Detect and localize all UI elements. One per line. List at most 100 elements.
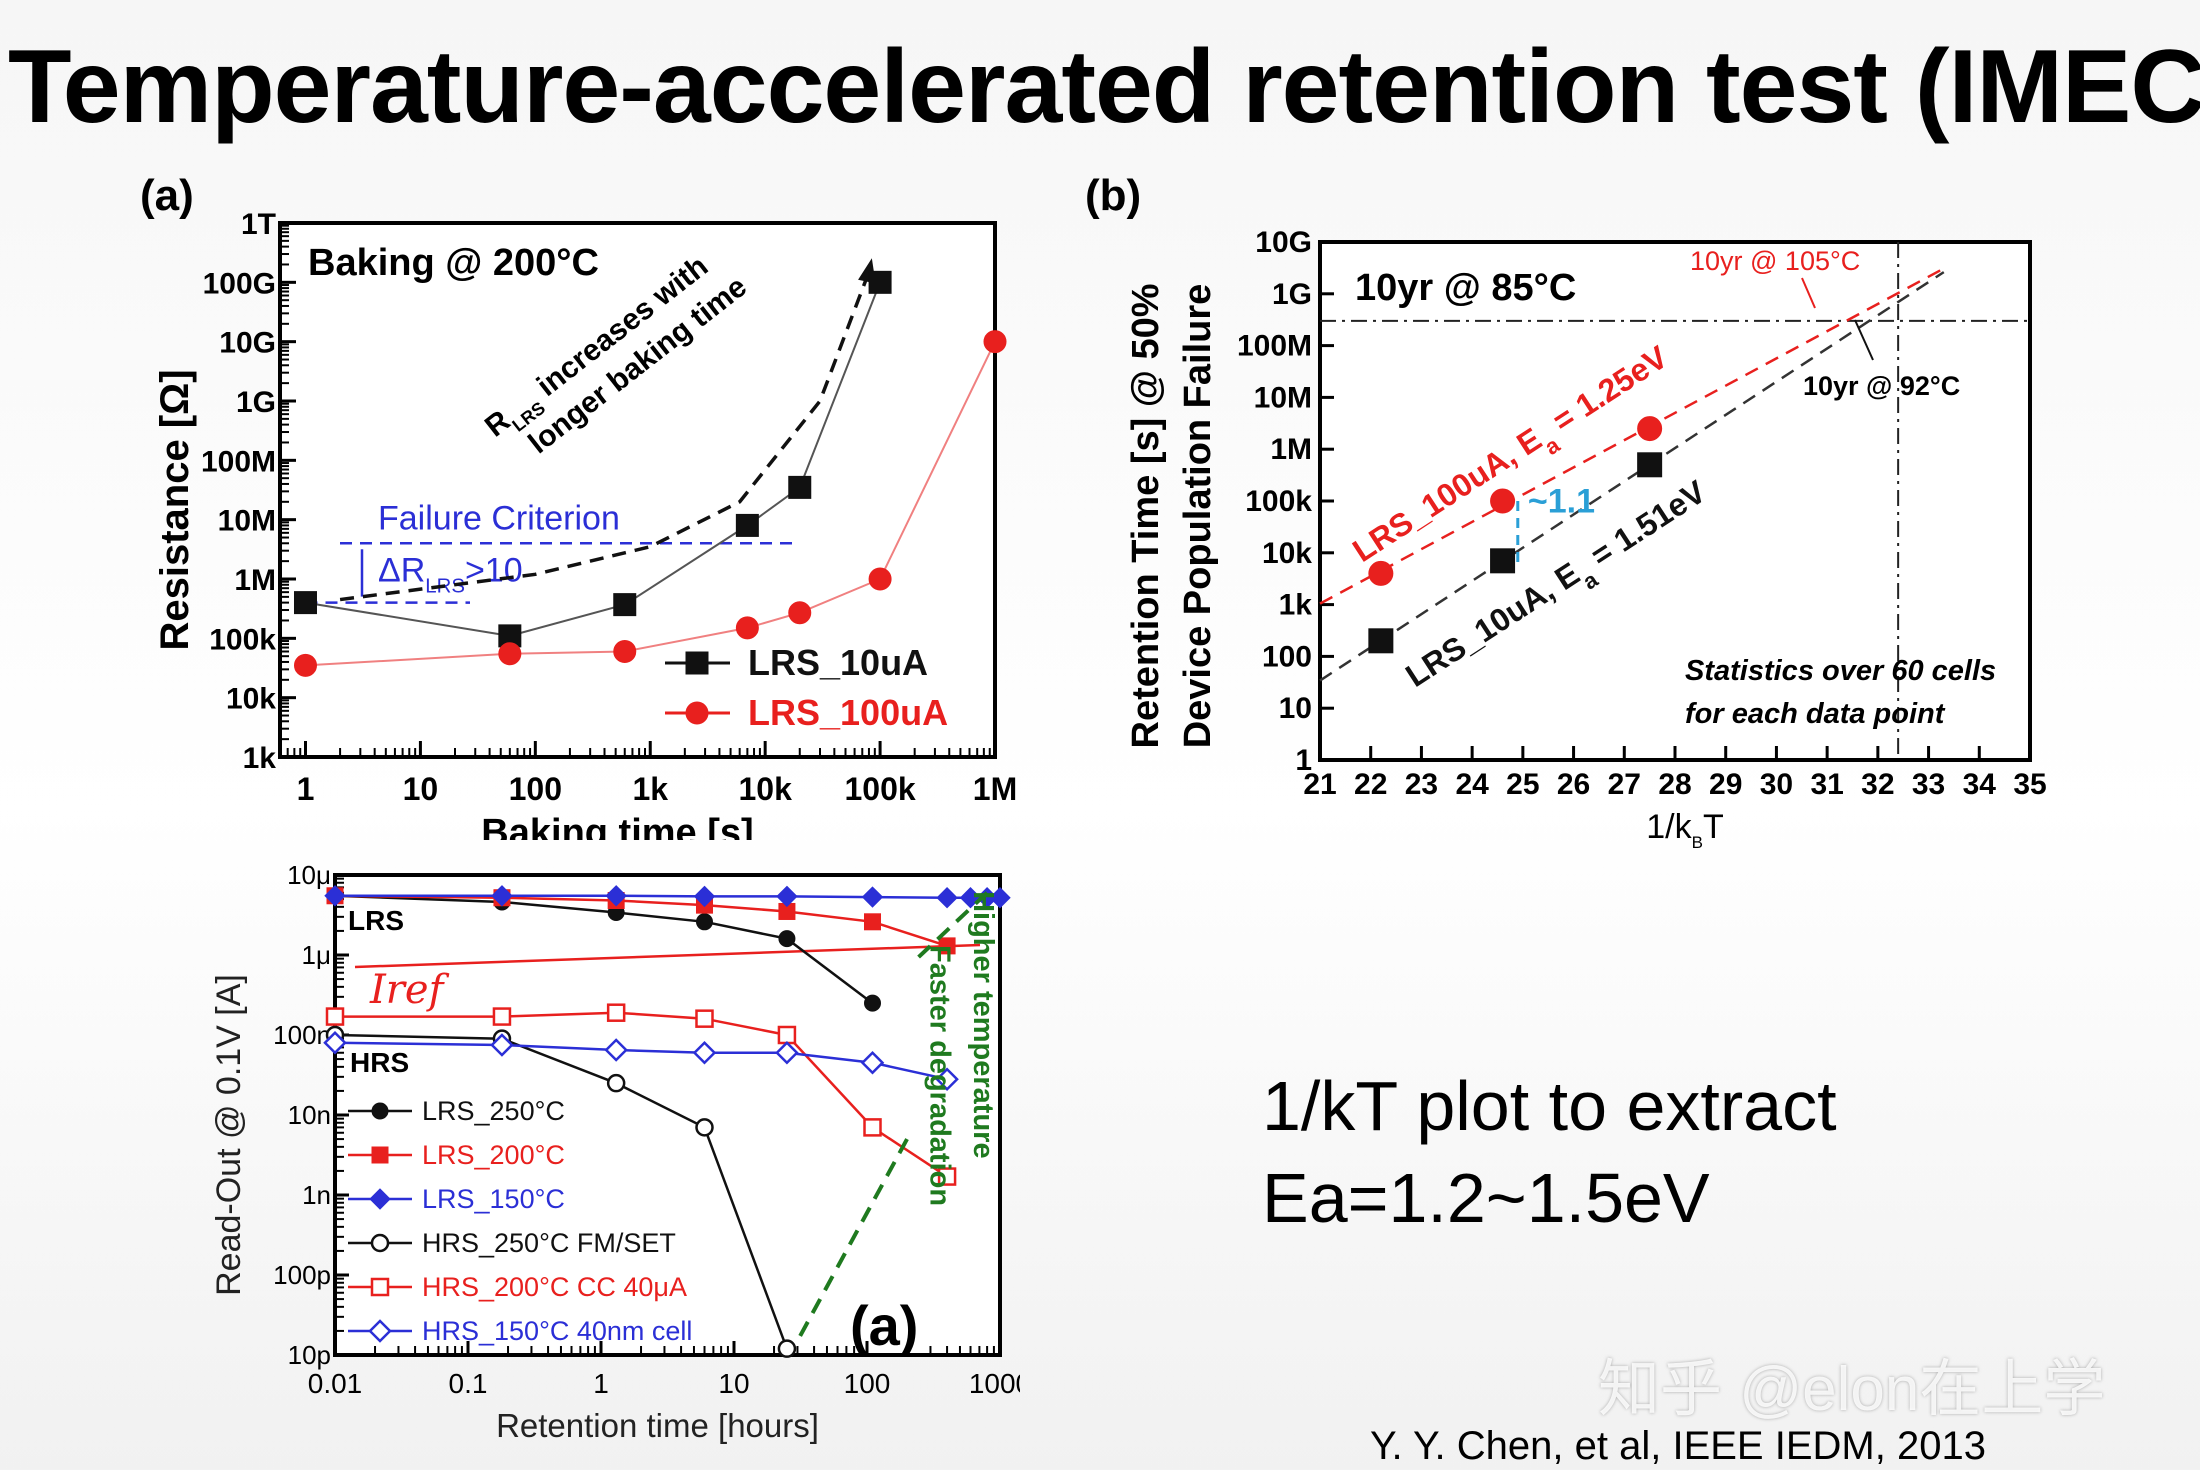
y-tick-label: 10M [1254,381,1312,414]
legend-marker [685,701,709,725]
x-tick-label: 10k [738,771,792,807]
data-point [1368,628,1394,654]
panel-label: (a) [850,1294,918,1357]
x-axis-label: 1/kBT [1646,808,1723,852]
y-tick-label: 1μ [302,940,331,970]
data-point-LRS_100uA [613,639,637,663]
y-tick-label: 100M [1237,330,1312,363]
baking-title: Baking @ 200°C [308,242,599,284]
stats-note-line2: for each data point [1685,698,1946,730]
plot-frame [1318,240,2032,762]
ten-year-105c-pointer [1801,277,1816,309]
y-tick-label: 1k [243,742,277,775]
y-tick-label: 1k [1279,589,1313,622]
trend-curve [339,271,871,602]
y-tick-label: 10k [1262,537,1312,570]
y-tick-label: 10G [219,327,276,360]
legend-marker [369,1188,391,1210]
data-point [1490,488,1516,514]
failure-criterion-label: Failure Criterion [378,499,620,537]
data-point [1637,452,1663,478]
legend-marker [370,1277,390,1297]
x-tick-label: 29 [1709,768,1742,801]
data-point [606,1003,626,1022]
chart-c-readout-vs-retention-time: 10p 100p 1n 10n 100n 1μ 10μ 0.01 0.1 1 10 100 1000 Re… [210,860,1020,1444]
y-tick-label: 10G [1255,226,1312,259]
y-tick-label: 1 [1295,744,1312,777]
y-tick-label: 1G [236,386,276,419]
y-tick-label: 100k [209,623,276,656]
data-point-LRS_100uA [498,642,522,666]
data-point [605,885,627,907]
fit-line [1319,271,1945,682]
data-point [1368,560,1394,586]
y-tick-label: 10M [218,505,276,538]
legend-label: LRS_100uA [748,692,948,733]
data-point-LRS_100uA [983,330,1007,354]
data-point-LRS_100uA [868,567,892,591]
iref-line [354,943,981,969]
data-point [323,1030,347,1055]
data-point [693,885,716,908]
chart-b-arrhenius-plot: (b) 1 10 100 1k 10k 100k 1M 10M 100M 1G 10G 21 22 23 24… [1085,171,2047,852]
y-tick-label: 10 [1279,692,1312,725]
hrs-label: HRS [350,1047,409,1078]
faster-degradation-label: Faster degradation [923,945,955,1206]
y-tick-label: 1M [1270,433,1312,466]
series-line [334,894,874,1005]
data-point [604,1038,628,1062]
y-tick-label: 100M [201,445,276,478]
chart-a-resistance-vs-baking-time: (a) Baking @ 200°C 1k 10k 100k 1M 10M 100M 1G 10G… [140,171,1017,840]
legend-label: HRS_200°C CC 40μA [422,1272,687,1302]
data-point-LRS_10uA [613,593,637,617]
ten-year-105c-label: 10yr @ 105°C [1690,246,1860,276]
data-point-LRS_10uA [735,513,759,537]
data-point [490,1033,514,1057]
data-point [938,937,956,955]
data-point [935,1067,959,1091]
panel-label: (a) [140,171,194,220]
legend-label: HRS_150°C 40nm cell [422,1316,692,1346]
legend-marker [371,1146,389,1164]
x-tick-label: 1 [297,771,315,807]
data-point-LRS_10uA [788,475,812,499]
data-point [777,1025,797,1045]
y-tick-label: 100p [273,1260,331,1290]
stats-note-line1: Statistics over 60 cells [1685,655,1996,687]
data-point [492,1007,512,1026]
slide-title: Temperature-accelerated retention test (… [8,29,2200,145]
y-tick-label: 100n [273,1020,331,1050]
x-tick-label: 10 [718,1368,749,1399]
legend-label: LRS_250°C [422,1096,565,1126]
series-line-LRS_10uA [305,281,882,637]
fit-line [1319,267,1945,605]
data-point-LRS_10uA [868,270,892,294]
x-tick-label: 100 [509,771,562,807]
x-tick-label: 0.1 [449,1368,488,1399]
citation: Y. Y. Chen, et al, IEEE IEDM, 2013 [1370,1424,1986,1468]
y-tick-label: 10k [226,683,276,716]
ten-year-85c-title: 10yr @ 85°C [1355,267,1576,309]
x-tick-label: 27 [1608,768,1641,801]
y-tick-label: 1T [241,208,276,241]
legend-marker [685,651,709,675]
y-tick-label: 1G [1272,278,1312,311]
x-axis-label: Baking time [s] [481,812,753,840]
data-point [325,1007,345,1026]
x-tick-label: 35 [2013,768,2046,801]
note-line-2: Ea=1.2~1.5eV [1262,1159,1710,1237]
higher-temperature-label: Higher temperature [967,891,999,1159]
gap-label: ~1.1 [1528,482,1595,520]
data-point [775,1040,799,1065]
x-tick-label: 22 [1354,768,1387,801]
faster-arrow-upper [911,891,989,965]
legend-label: LRS_200°C [422,1140,565,1170]
y-tick-label: 10n [288,1100,331,1130]
x-tick-label: 23 [1405,768,1438,801]
x-tick-label: 26 [1557,768,1590,801]
x-tick-label: 24 [1455,768,1489,801]
data-point-LRS_100uA [293,653,317,677]
data-point [861,886,884,908]
x-tick-label: 10 [403,771,439,807]
legend-label: LRS_10uA [748,642,928,683]
